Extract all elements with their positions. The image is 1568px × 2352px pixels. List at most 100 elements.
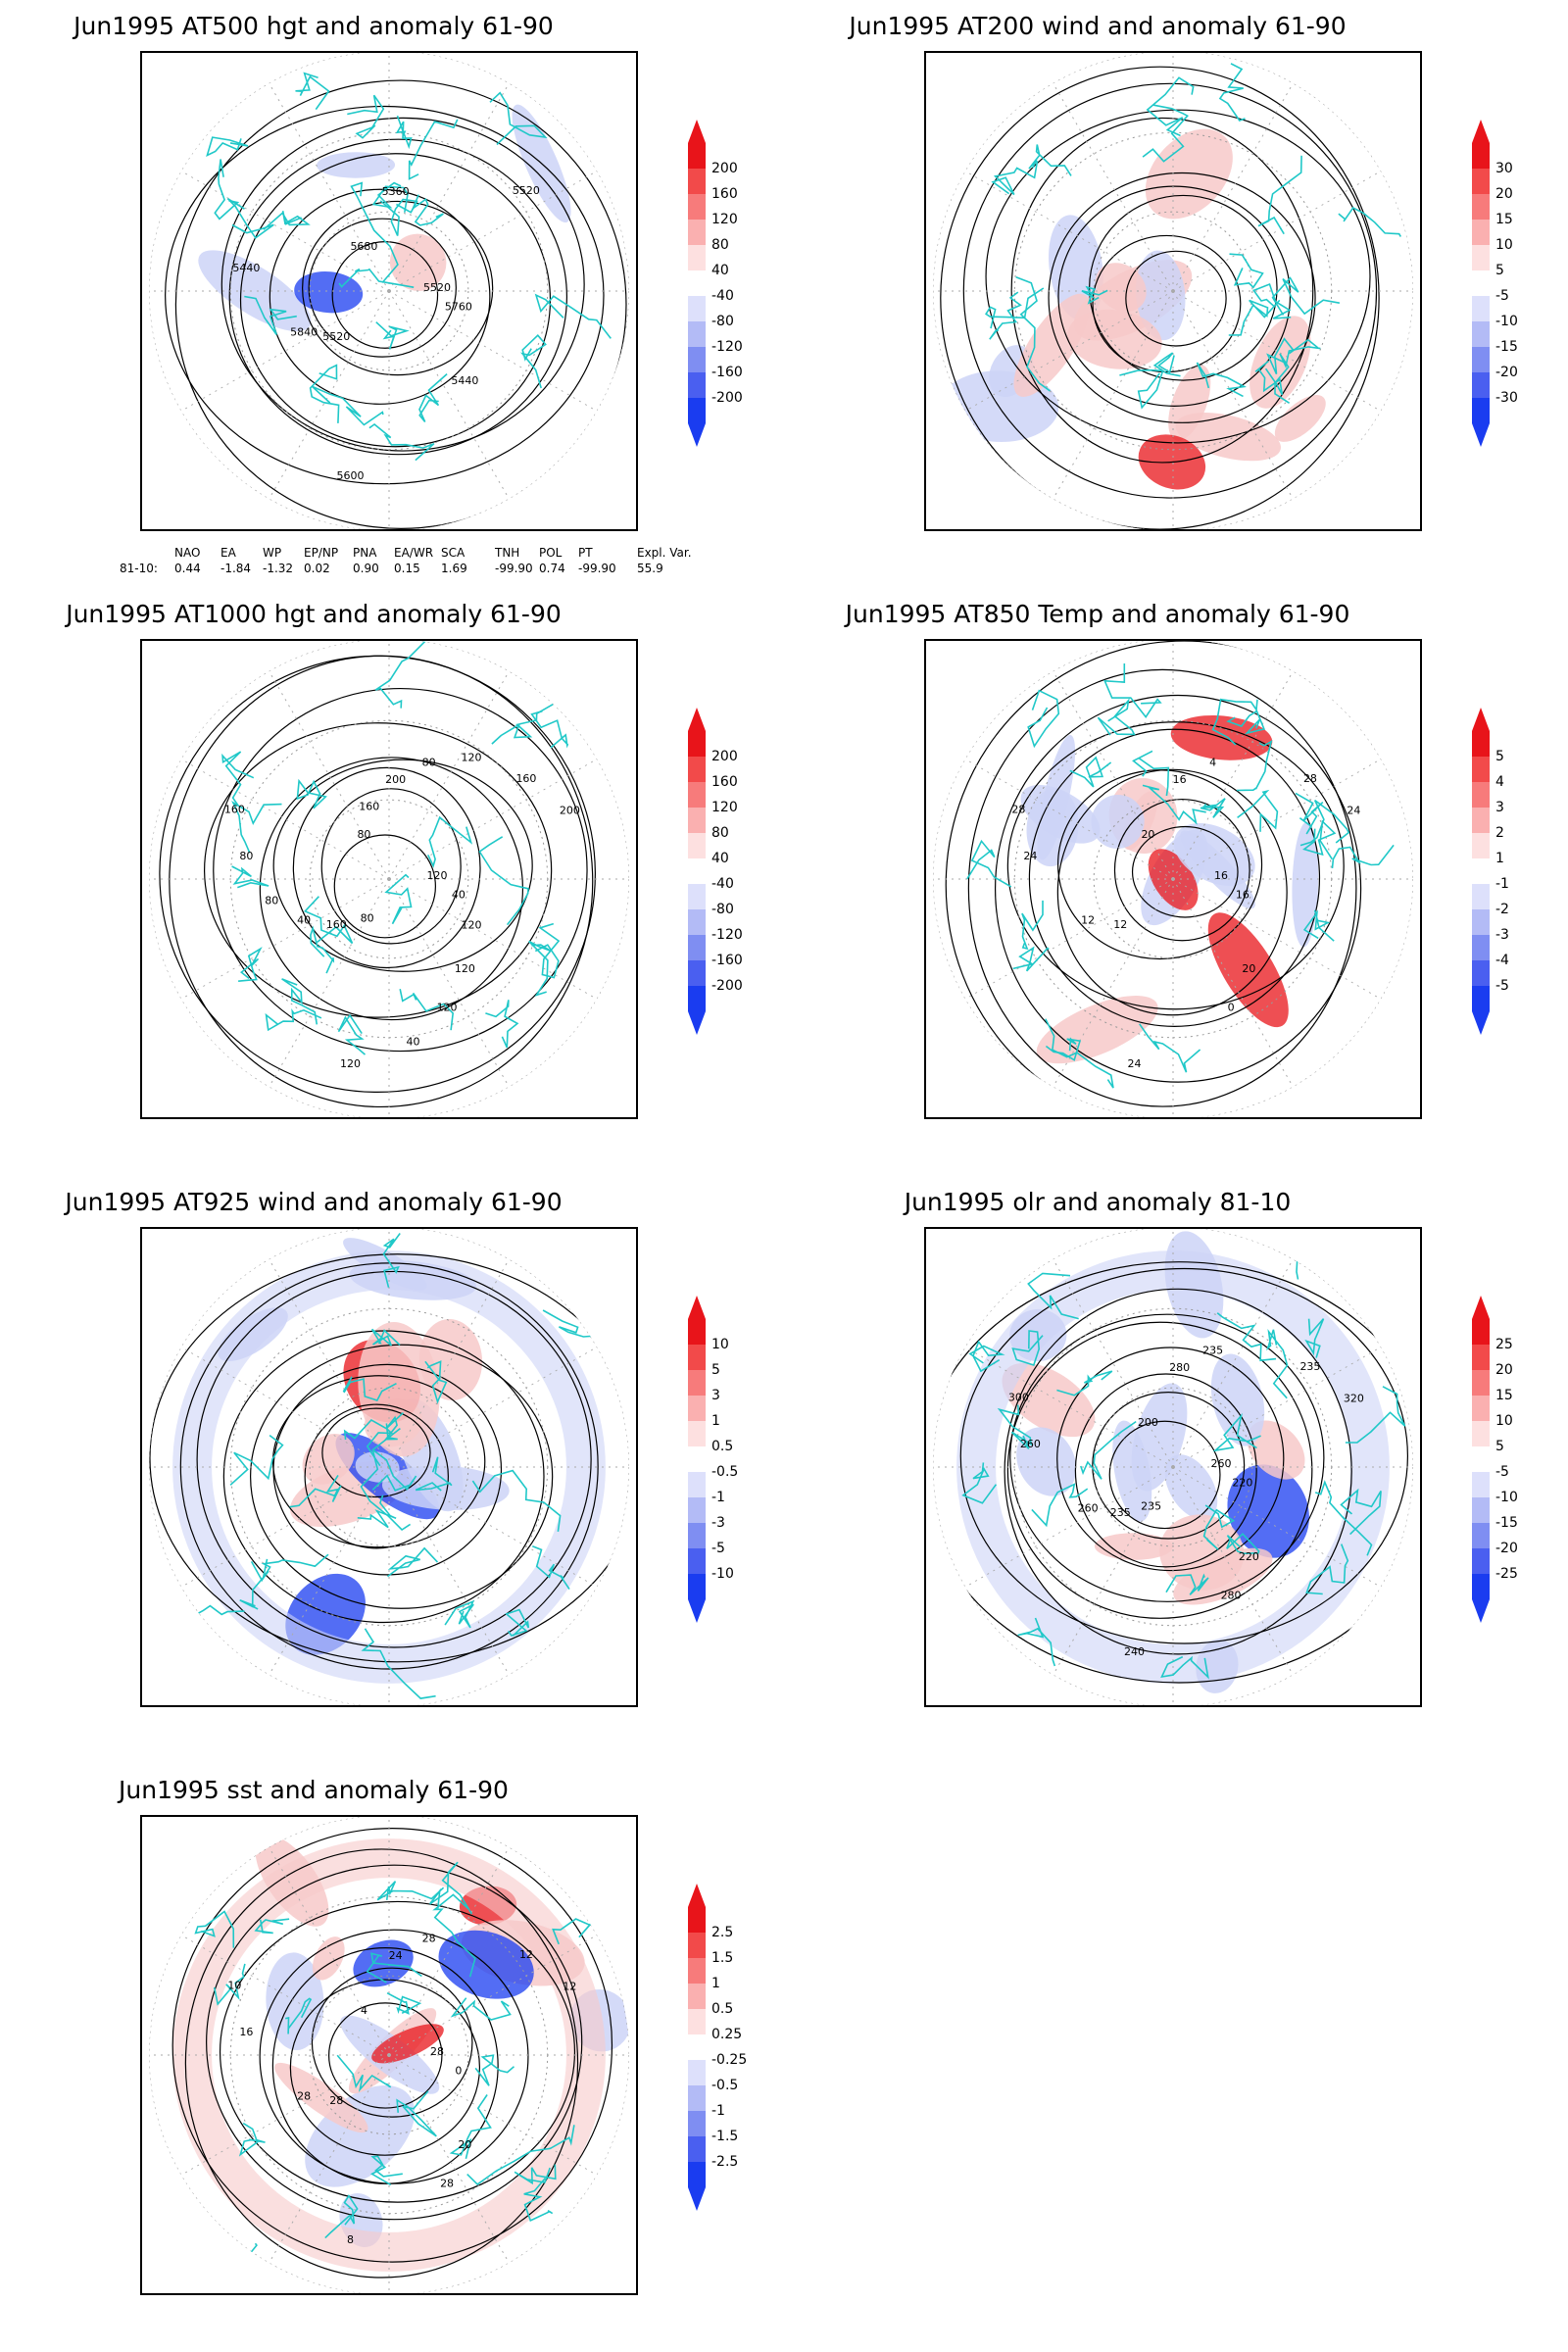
coastline xyxy=(1237,789,1279,832)
coastline xyxy=(997,1404,1033,1449)
colorbar-tick-label: -200 xyxy=(711,978,743,994)
coastline xyxy=(384,873,413,925)
coastline xyxy=(528,940,552,997)
contour-line xyxy=(289,1979,481,2156)
meridian-line xyxy=(964,171,1174,292)
contour-label: 4 xyxy=(1209,756,1216,768)
coastline xyxy=(194,1910,235,1948)
index-header: TNH xyxy=(495,546,520,560)
colorbar-tick-label: 80 xyxy=(711,825,729,841)
index-value: 0.44 xyxy=(174,562,201,575)
colorbar-segment xyxy=(688,1370,706,1396)
coastline xyxy=(347,94,385,139)
meridian-line xyxy=(1053,670,1174,880)
meridian-line xyxy=(388,878,598,1000)
colorbar-segment xyxy=(688,372,706,398)
contour-label: 28 xyxy=(430,2045,444,2058)
coastline xyxy=(399,989,455,1031)
contour-label: 5760 xyxy=(445,301,472,314)
colorbar-segment xyxy=(688,1933,706,1958)
coastline xyxy=(408,119,459,180)
colorbar-segment xyxy=(688,2136,706,2162)
colorbar-segment xyxy=(688,1396,706,1421)
contour-label: 160 xyxy=(224,803,245,815)
coastline xyxy=(1331,844,1395,868)
colorbar-tick-label: -10 xyxy=(1495,314,1518,329)
coastline xyxy=(1045,1037,1082,1061)
contour-label: 28 xyxy=(440,2178,454,2190)
positive-anomaly-region xyxy=(1145,128,1233,220)
negative-anomaly-region xyxy=(317,152,396,178)
coastline xyxy=(239,1558,270,1610)
colorbar-tick-label: 120 xyxy=(711,800,738,815)
negative-anomaly-region xyxy=(1227,1464,1309,1558)
colorbar-tick-label: -0.5 xyxy=(711,2078,739,2093)
coastline xyxy=(1027,689,1060,749)
coastline xyxy=(1012,946,1050,972)
colorbar-tick-label: 80 xyxy=(711,237,729,253)
meridian-line xyxy=(269,878,390,1088)
colorbar-tick-label: 10 xyxy=(1495,237,1513,253)
coastline xyxy=(1146,76,1195,137)
coastline xyxy=(985,287,1045,329)
index-value: 0.15 xyxy=(394,562,420,575)
coastline xyxy=(444,1599,475,1629)
colorbar-tick-label: 5 xyxy=(1495,263,1504,278)
colorbar-tick-label: 1 xyxy=(711,1976,720,1991)
coastline xyxy=(324,2194,359,2239)
coastline xyxy=(238,2122,266,2157)
colorbar-segment xyxy=(688,1523,706,1548)
colorbar-segment xyxy=(1472,884,1490,909)
colorbar-segment xyxy=(1472,321,1490,347)
colorbar-segment xyxy=(1472,986,1490,1011)
coastline xyxy=(532,1545,570,1591)
contour-label: 5680 xyxy=(350,240,377,253)
colorbar-segment xyxy=(1472,1497,1490,1523)
contour-label: 12 xyxy=(1113,918,1127,931)
coastline xyxy=(1097,698,1136,736)
contour-label: 5520 xyxy=(322,330,350,343)
meridian-line xyxy=(269,82,390,292)
contour-line xyxy=(1048,172,1316,423)
contour-line xyxy=(994,694,1362,1083)
contour-line xyxy=(213,687,588,1053)
colorbar-tick-label: 40 xyxy=(711,263,729,278)
colorbar-tick-label: -20 xyxy=(1495,365,1518,380)
meridian-line xyxy=(1172,1347,1382,1468)
contour-line xyxy=(308,218,457,358)
contour-label: 235 xyxy=(1110,1506,1131,1519)
polar-map: 120 160 200 120 80 160 120 80 40 40 80 120 160 200 80 1… xyxy=(140,639,638,1119)
colorbar-tick-label: 15 xyxy=(1495,1388,1513,1403)
meridian-line xyxy=(388,878,510,1088)
colorbar-tick-label: 0.5 xyxy=(711,2001,734,2017)
contour-line xyxy=(259,1929,529,2184)
colorbar-tick-label: 1 xyxy=(711,1413,720,1429)
coastline xyxy=(1011,1330,1044,1367)
coastline xyxy=(1345,1386,1406,1444)
positive-anomaly-region xyxy=(1274,395,1326,442)
coastline xyxy=(376,1881,445,1901)
coastline xyxy=(1028,144,1072,176)
positive-anomaly-region xyxy=(1067,309,1162,369)
coastline xyxy=(1304,1318,1325,1358)
coastline xyxy=(411,194,444,226)
colorbar-segment xyxy=(688,347,706,372)
contour-line xyxy=(945,641,1413,1117)
contour-line xyxy=(292,766,481,969)
meridian-line xyxy=(1172,1466,1294,1676)
colorbar: 200 160 120 80 40 -40 -80 -120 -160 -200 xyxy=(686,706,784,1039)
colorbar-bottom-arrow xyxy=(688,2187,706,2211)
colorbar-segment xyxy=(688,270,706,296)
coastline xyxy=(387,1546,439,1578)
coastline xyxy=(289,1474,342,1508)
meridian-line xyxy=(1053,878,1174,1088)
colorbar: 200 160 120 80 40 -40 -80 -120 -160 -200 xyxy=(686,118,784,451)
contour-line xyxy=(1010,117,1314,464)
contour-label: 8 xyxy=(347,2233,354,2246)
coastline xyxy=(375,321,410,350)
meridian-line xyxy=(388,1466,510,1676)
contour-label: 260 xyxy=(1078,1501,1099,1514)
colorbar-segment xyxy=(688,2009,706,2034)
colorbar-tick-label: -10 xyxy=(1495,1490,1518,1505)
contour-label: 5520 xyxy=(513,184,540,197)
